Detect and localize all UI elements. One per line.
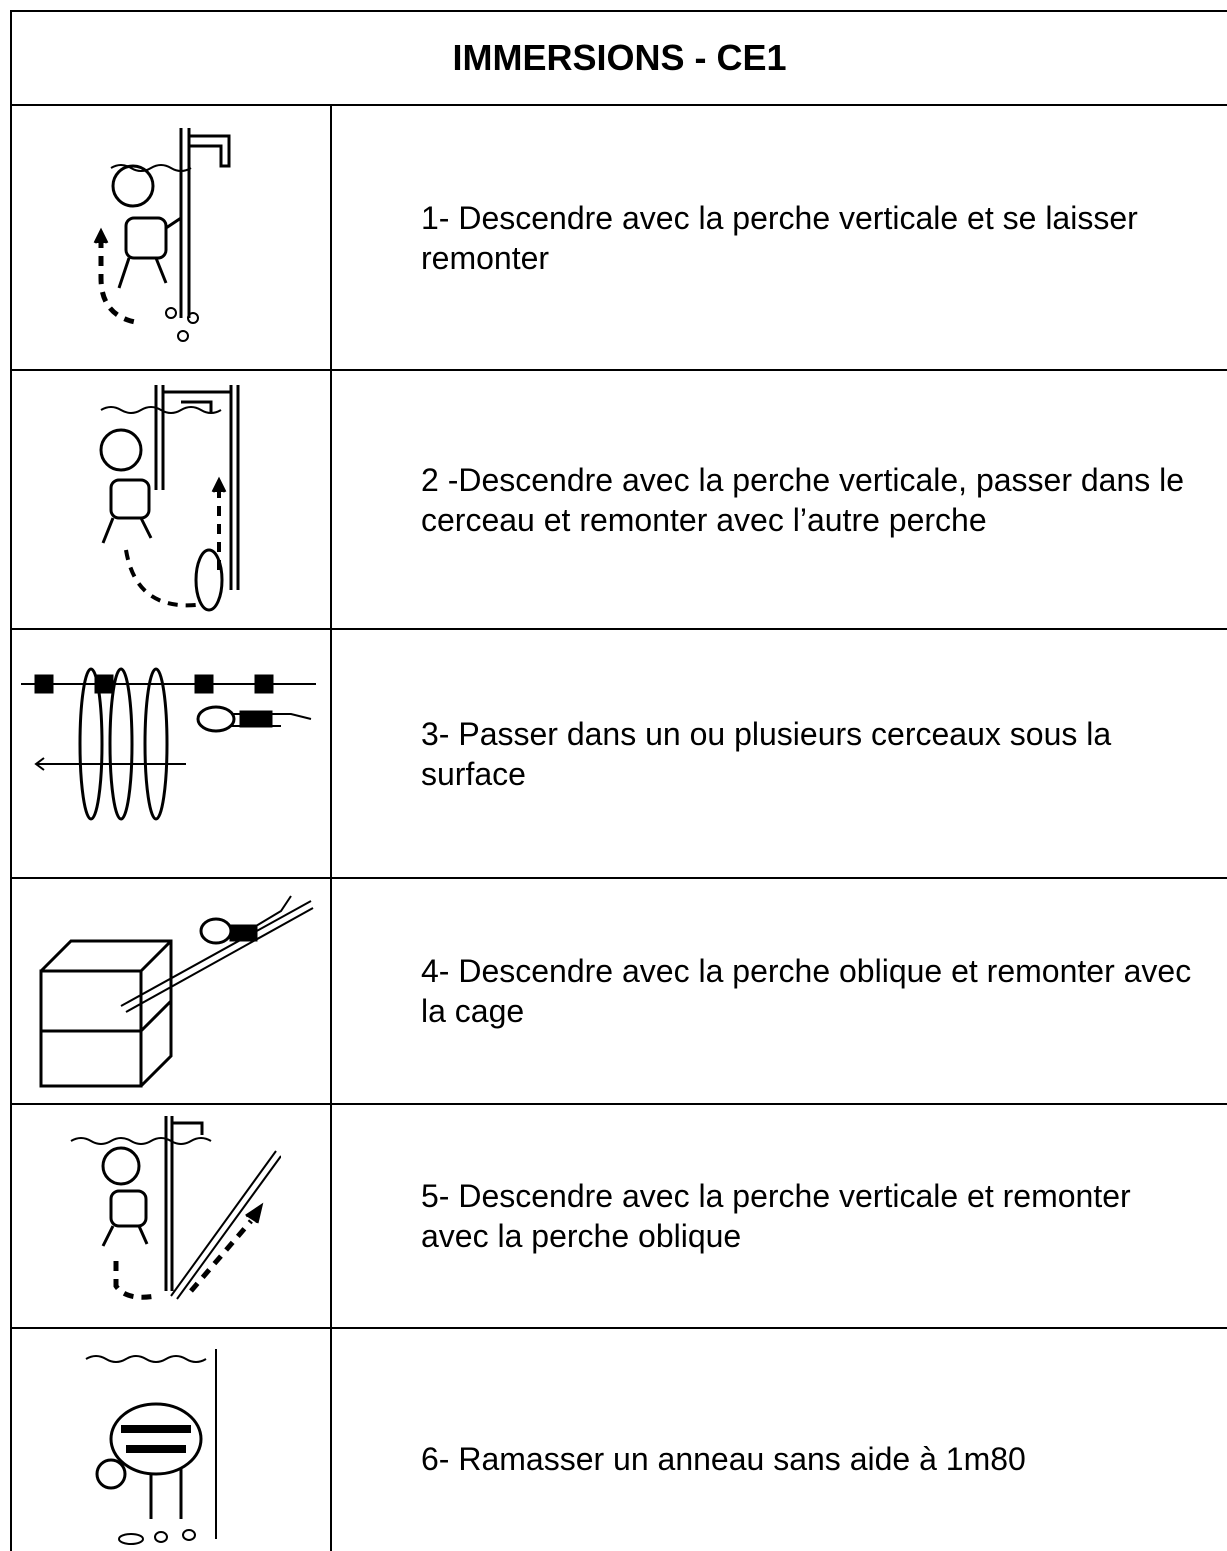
row-text: 5- Descendre avec la perche verticale et… bbox=[421, 1178, 1131, 1254]
table-row: 1- Descendre avec la perche verticale et… bbox=[12, 106, 1227, 371]
illustration bbox=[12, 1329, 332, 1551]
row-text: 1- Descendre avec la perche verticale et… bbox=[421, 199, 1138, 276]
table-title: IMMERSIONS - CE1 bbox=[12, 12, 1227, 106]
row-text: 2 -Descendre avec la perche verticale, p… bbox=[421, 461, 1185, 538]
table-row: 2 -Descendre avec la perche verticale, p… bbox=[12, 371, 1227, 630]
table: IMMERSIONS - CE1 1- Descendre avec la pe… bbox=[10, 10, 1227, 1551]
illustration-drawing bbox=[99, 384, 240, 611]
illustration bbox=[12, 630, 332, 877]
illustration-drawing bbox=[39, 895, 314, 1088]
illustration-drawing bbox=[70, 1116, 281, 1300]
illustration bbox=[12, 1105, 332, 1327]
table-row: 5- Descendre avec la perche verticale et… bbox=[12, 1105, 1227, 1329]
table-row: 4- Descendre avec la perche oblique et r… bbox=[12, 879, 1227, 1105]
illustration bbox=[12, 106, 332, 369]
row-text: 3- Passer dans un ou plusieurs cerceaux … bbox=[421, 715, 1112, 792]
illustration-drawing bbox=[85, 1349, 217, 1545]
illustration bbox=[12, 879, 332, 1103]
illustration-drawing bbox=[21, 667, 316, 820]
table-row: 3- Passer dans un ou plusieurs cerceaux … bbox=[12, 630, 1227, 879]
row-text: 6- Ramasser un anneau sans aide à 1m80 bbox=[421, 1441, 1026, 1477]
illustration bbox=[12, 371, 332, 628]
illustration-drawing bbox=[93, 127, 231, 342]
table-row: 6- Ramasser un anneau sans aide à 1m80 bbox=[12, 1329, 1227, 1551]
row-text: 4- Descendre avec la perche oblique et r… bbox=[421, 953, 1192, 1029]
